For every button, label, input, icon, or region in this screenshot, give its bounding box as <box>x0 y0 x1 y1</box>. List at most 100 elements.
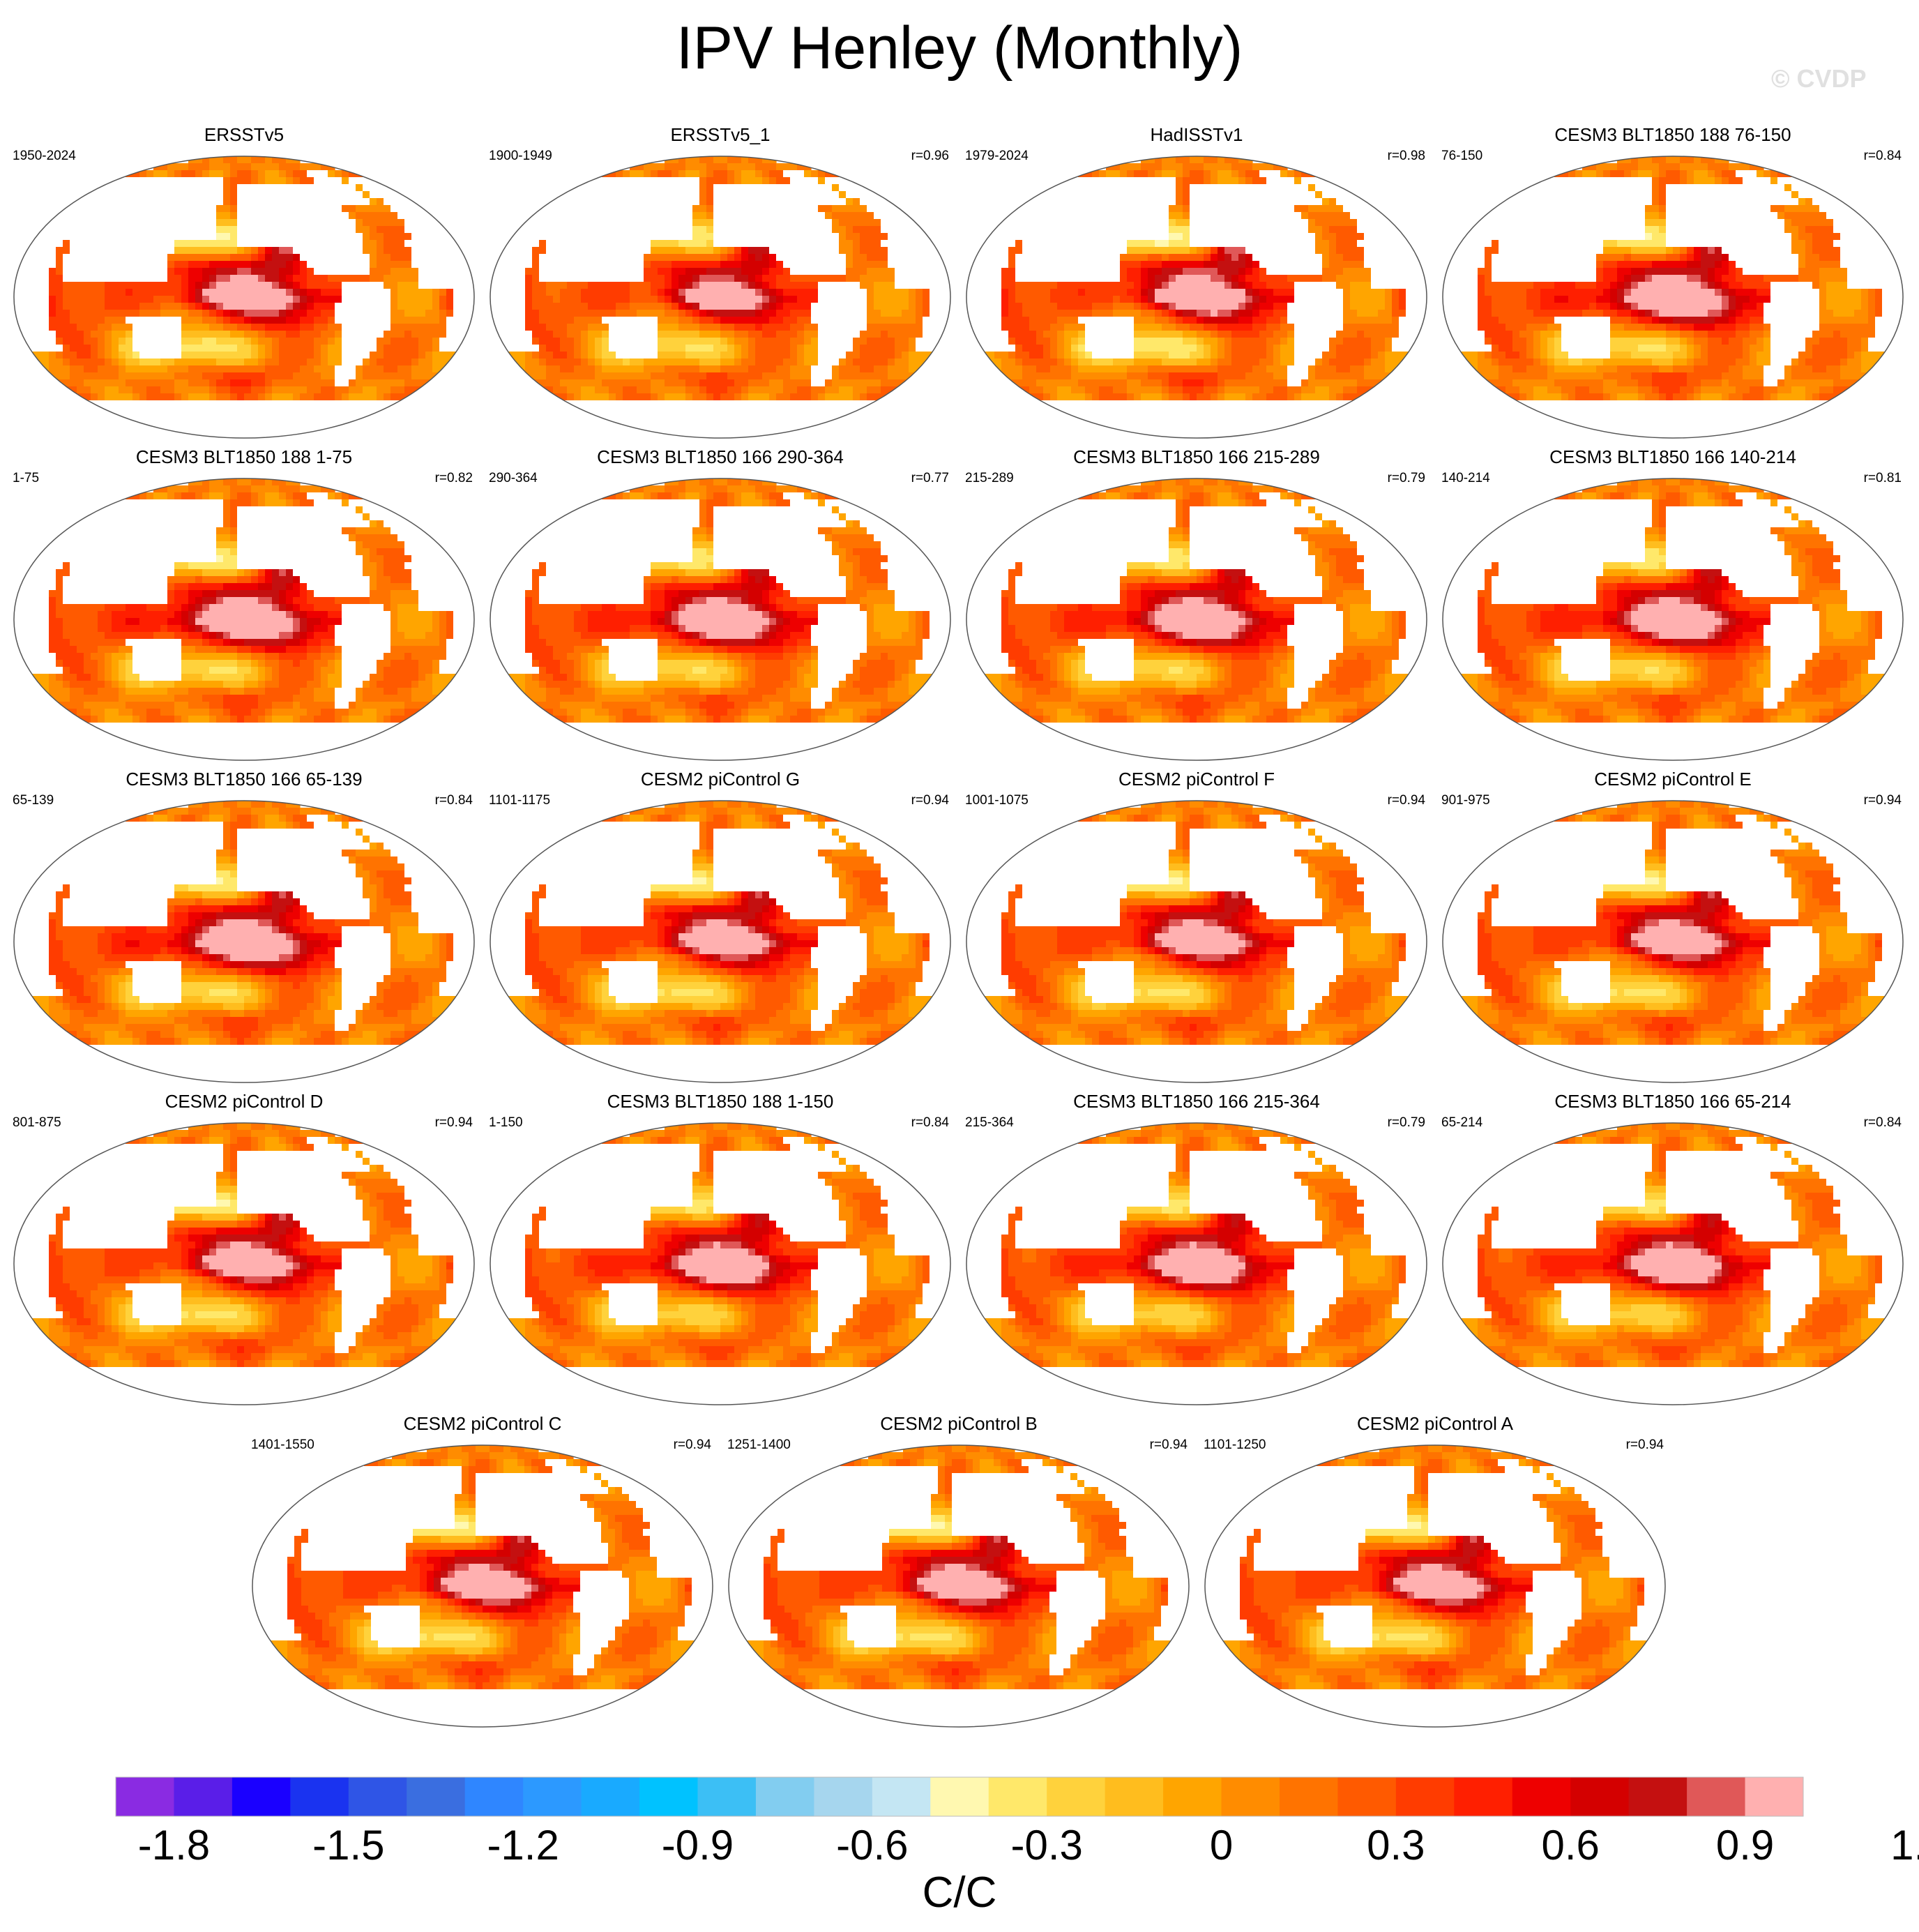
panel-period: 1979-2024 <box>965 148 1029 165</box>
colorbar-tick-label: 0.9 <box>1716 1822 1774 1869</box>
panel-title: CESM3 BLT1850 188 76-150 <box>1436 123 1910 146</box>
map-panel: CESM3 BLT1850 166 215-364 215-364 r=0.79 <box>960 1089 1434 1410</box>
panel-period: 1101-1175 <box>489 792 550 809</box>
panel-title: CESM2 piControl A <box>1198 1412 1672 1435</box>
colorbar-swatch <box>1221 1777 1280 1816</box>
map-panel: ERSSTv5 1950-2024 <box>7 123 481 444</box>
robinson-map <box>1442 478 1904 761</box>
panel-correlation: r=0.79 <box>1388 1115 1425 1131</box>
colorbar-swatch <box>755 1777 814 1816</box>
map-panel: CESM2 piControl G 1101-1175 r=0.94 <box>483 767 957 1088</box>
anomaly-field <box>14 156 474 436</box>
map-border <box>13 800 475 1083</box>
panel-correlation: r=0.94 <box>1864 792 1902 809</box>
map-panel: HadISSTv1 1979-2024 r=0.98 <box>960 123 1434 444</box>
panel-correlation: r=0.84 <box>1864 1115 1902 1131</box>
colorbar-swatch <box>1279 1777 1338 1816</box>
panel-period: 801-875 <box>13 1115 61 1131</box>
colorbar-swatch <box>1163 1777 1222 1816</box>
colorbar-swatch <box>1047 1777 1106 1816</box>
panel-period: 1251-1400 <box>727 1437 791 1454</box>
panel-title: CESM3 BLT1850 166 290-364 <box>483 445 957 469</box>
panel-title: CESM3 BLT1850 166 215-289 <box>960 445 1434 469</box>
colorbar-swatch <box>1105 1777 1164 1816</box>
panel-title: CESM3 BLT1850 188 1-150 <box>483 1089 957 1113</box>
panel-correlation: r=0.84 <box>1864 148 1902 165</box>
colorbar-swatch <box>232 1777 291 1816</box>
colorbar-swatch <box>639 1777 698 1816</box>
map-panel: CESM3 BLT1850 188 1-75 1-75 r=0.82 <box>7 445 481 766</box>
map-panel: CESM2 piControl C 1401-1550 r=0.94 <box>245 1412 720 1733</box>
panel-correlation: r=0.79 <box>1388 470 1425 487</box>
colorbar-swatch <box>290 1777 349 1816</box>
map-panel: CESM3 BLT1850 188 1-150 1-150 r=0.84 <box>483 1089 957 1410</box>
map-panel: CESM2 piControl B 1251-1400 r=0.94 <box>722 1412 1196 1733</box>
robinson-map <box>252 1444 713 1728</box>
robinson-map <box>13 800 475 1083</box>
anomaly-field <box>490 1123 950 1403</box>
chart-title: IPV Henley (Monthly) <box>0 10 1919 86</box>
map-border <box>252 1444 713 1728</box>
colorbar-swatch <box>581 1777 640 1816</box>
map-border <box>1442 800 1904 1083</box>
panel-period: 215-289 <box>965 470 1014 487</box>
colorbar-frame <box>115 1776 1804 1817</box>
colorbar-swatch <box>1512 1777 1571 1816</box>
colorbar-swatch <box>116 1777 174 1816</box>
panel-title: CESM2 piControl D <box>7 1089 481 1113</box>
robinson-map <box>13 156 475 439</box>
map-border <box>490 478 951 761</box>
robinson-map <box>13 478 475 761</box>
colorbar-swatch <box>988 1777 1047 1816</box>
map-border <box>1442 478 1904 761</box>
robinson-map <box>490 800 951 1083</box>
colorbar-swatch <box>464 1777 524 1816</box>
robinson-map <box>1442 800 1904 1083</box>
panel-correlation: r=0.84 <box>911 1115 949 1131</box>
panel-title: CESM2 piControl B <box>722 1412 1196 1435</box>
robinson-map <box>966 1122 1427 1405</box>
colorbar-tick-label: 0.3 <box>1367 1822 1425 1869</box>
robinson-map <box>490 478 951 761</box>
anomaly-field <box>966 478 1427 758</box>
panel-title: CESM3 BLT1850 166 65-139 <box>7 767 481 791</box>
panel-correlation: r=0.94 <box>435 1115 473 1131</box>
robinson-map <box>966 800 1427 1083</box>
colorbar-label: C/C <box>923 1869 997 1917</box>
robinson-map <box>966 156 1427 439</box>
panel-period: 1-150 <box>489 1115 523 1131</box>
panel-title: CESM3 BLT1850 188 1-75 <box>7 445 481 469</box>
colorbar-swatch <box>407 1777 466 1816</box>
panel-period: 1-75 <box>13 470 39 487</box>
colorbar-tick-label: -1.8 <box>138 1822 210 1869</box>
robinson-map <box>1442 1122 1904 1405</box>
panel-correlation: r=0.94 <box>911 792 949 809</box>
colorbar-swatch <box>1395 1777 1455 1816</box>
panel-period: 1001-1075 <box>965 792 1029 809</box>
colorbar-swatch <box>814 1777 873 1816</box>
anomaly-field <box>490 478 950 758</box>
colorbar-swatch <box>174 1777 233 1816</box>
map-panel: CESM2 piControl D 801-875 r=0.94 <box>7 1089 481 1410</box>
robinson-map <box>13 1122 475 1405</box>
colorbar-swatch <box>523 1777 582 1816</box>
panel-period: 1950-2024 <box>13 148 76 165</box>
anomaly-field <box>252 1445 713 1725</box>
anomaly-field <box>490 801 950 1080</box>
colorbar-tick-label: -0.3 <box>1010 1822 1082 1869</box>
map-border <box>13 1122 475 1405</box>
colorbar-swatch <box>1337 1777 1397 1816</box>
colorbar-tick-label: -0.9 <box>662 1822 734 1869</box>
anomaly-field <box>729 1445 1189 1725</box>
panel-title: CESM2 piControl E <box>1436 767 1910 791</box>
map-border <box>966 1122 1427 1405</box>
map-border <box>490 800 951 1083</box>
panel-period: 65-214 <box>1441 1115 1482 1131</box>
robinson-map <box>1204 1444 1666 1728</box>
map-border <box>1442 156 1904 439</box>
panel-title: CESM2 piControl C <box>245 1412 720 1435</box>
robinson-map <box>490 1122 951 1405</box>
colorbar-swatch <box>1745 1777 1804 1816</box>
panel-period: 1101-1250 <box>1204 1437 1266 1454</box>
panel-period: 140-214 <box>1441 470 1490 487</box>
